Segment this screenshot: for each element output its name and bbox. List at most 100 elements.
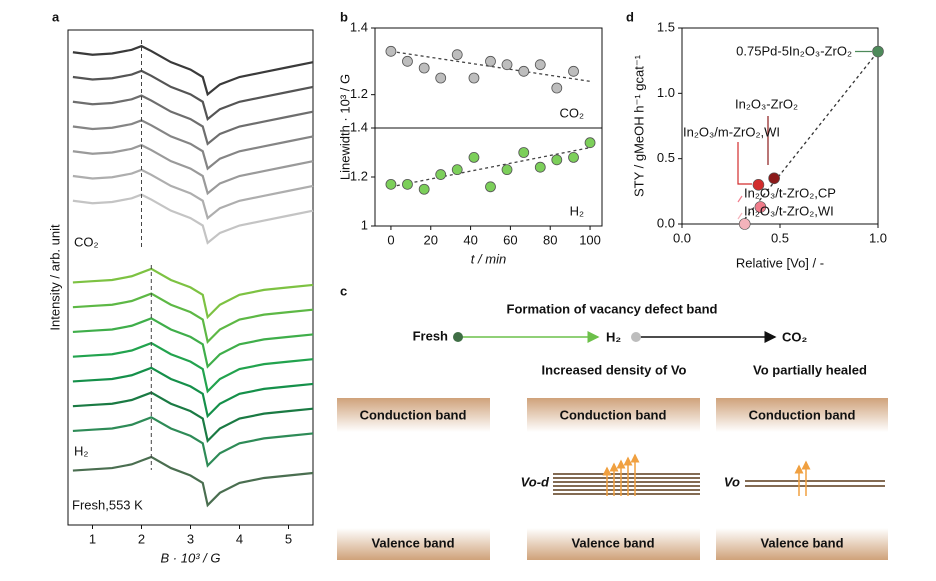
node	[453, 332, 463, 342]
band-diagram: c Formation of vacancy defect band Fresh…	[337, 283, 888, 560]
series-label: CO₂	[559, 105, 584, 120]
valence-band	[716, 528, 888, 560]
x-tick-label: 1.0	[869, 230, 887, 245]
point	[451, 164, 463, 176]
x-tick-label: 0.5	[771, 230, 789, 245]
point	[485, 181, 496, 193]
spectrum	[72, 94, 314, 146]
point	[418, 62, 430, 74]
y-tick-label: 1.4	[350, 119, 368, 134]
conduction-band	[527, 398, 700, 432]
x-axis-label: t / min	[471, 251, 506, 266]
point-label: In₂O₃/t-ZrO₂,CP	[744, 185, 836, 200]
band-label: Conduction band	[560, 407, 667, 422]
node	[631, 332, 641, 342]
point-label: In₂O₃/m-ZrO₂,WI	[683, 124, 780, 139]
leader-line	[737, 195, 743, 203]
panel-label: b	[340, 9, 348, 24]
y-tick-label: 1	[361, 217, 368, 232]
conduction-band	[337, 398, 490, 432]
point	[568, 65, 579, 77]
spectrum	[72, 391, 314, 444]
heading: Vo partially healed	[753, 362, 867, 377]
defect-band	[553, 473, 885, 495]
point	[468, 151, 480, 163]
point	[568, 151, 579, 163]
step: CO₂	[782, 329, 808, 344]
annotation: Fresh,553 K	[72, 497, 143, 512]
band-label: Valence band	[571, 535, 654, 550]
leader-line	[737, 142, 752, 185]
point	[584, 137, 596, 149]
spectrum	[72, 267, 314, 320]
y-axis-label: STY / gMeOH h⁻¹ gcat⁻¹	[631, 54, 646, 197]
y-axis-label: Intensity / arb. unit	[47, 224, 62, 331]
x-axis-label: Relative [Vo] / -	[736, 255, 824, 270]
point	[551, 154, 563, 166]
panel-label: a	[52, 9, 60, 24]
spectrum	[72, 366, 314, 419]
point	[754, 201, 767, 213]
band-label: Conduction band	[749, 407, 856, 422]
point	[485, 55, 496, 67]
point	[435, 72, 447, 84]
trend-line	[740, 51, 879, 225]
x-tick-label: 4	[236, 531, 243, 546]
y-tick-label: 0.5	[657, 150, 675, 165]
point	[385, 178, 397, 190]
spectrum	[72, 44, 314, 97]
point	[451, 49, 463, 61]
point-label: In₂O₃/t-ZrO₂,WI	[744, 203, 834, 218]
y-tick-label: 1.5	[657, 19, 675, 34]
point	[501, 164, 513, 176]
y-tick-label: 1.2	[350, 86, 368, 101]
spectrum	[72, 193, 314, 245]
x-tick-label: 2	[138, 531, 145, 546]
point	[534, 59, 546, 71]
point-label: In₂O₃-ZrO₂	[735, 96, 798, 111]
series-label: H₂	[570, 203, 584, 218]
diagram-title: Formation of vacancy defect band	[507, 301, 718, 316]
heading: Increased density of Vo	[542, 362, 687, 377]
spectrum	[72, 168, 314, 221]
x-tick-label: 0	[387, 232, 394, 247]
defect-label: Vo-d	[521, 474, 550, 489]
x-tick-label: 5	[285, 531, 292, 546]
x-tick-label: 100	[579, 232, 601, 247]
x-tick-label: 40	[463, 232, 477, 247]
y-tick-label: 0.0	[657, 215, 675, 230]
spectrum	[72, 341, 314, 394]
spectrum	[72, 416, 314, 468]
point	[872, 45, 884, 58]
point	[551, 82, 563, 94]
spectrum	[72, 69, 314, 122]
valence-band	[337, 528, 490, 560]
spectrum	[72, 119, 314, 171]
x-axis-label: B · 10³ / G	[161, 550, 221, 565]
plot-frame	[374, 127, 603, 227]
spectrum	[72, 292, 314, 345]
step: H₂	[606, 329, 621, 344]
y-tick-label: 1.0	[657, 85, 675, 100]
point	[534, 161, 546, 173]
x-tick-label: 3	[187, 531, 194, 546]
step: Fresh	[413, 328, 448, 343]
point	[752, 179, 765, 191]
point	[418, 183, 430, 195]
panel-label: d	[626, 9, 634, 24]
point	[518, 65, 530, 77]
y-tick-label: 1.4	[350, 19, 368, 34]
point	[468, 72, 480, 84]
point	[501, 59, 513, 71]
defect-label: Vo	[724, 474, 740, 489]
panel-label: c	[340, 283, 347, 298]
spectrum	[72, 455, 314, 508]
point	[435, 169, 447, 180]
annotation: CO₂	[74, 234, 99, 249]
point	[402, 178, 413, 190]
annotation: H₂	[74, 443, 88, 458]
x-tick-label: 20	[424, 232, 438, 247]
band-label: Conduction band	[360, 407, 467, 422]
point	[385, 45, 397, 57]
x-tick-label: 0.0	[673, 230, 691, 245]
